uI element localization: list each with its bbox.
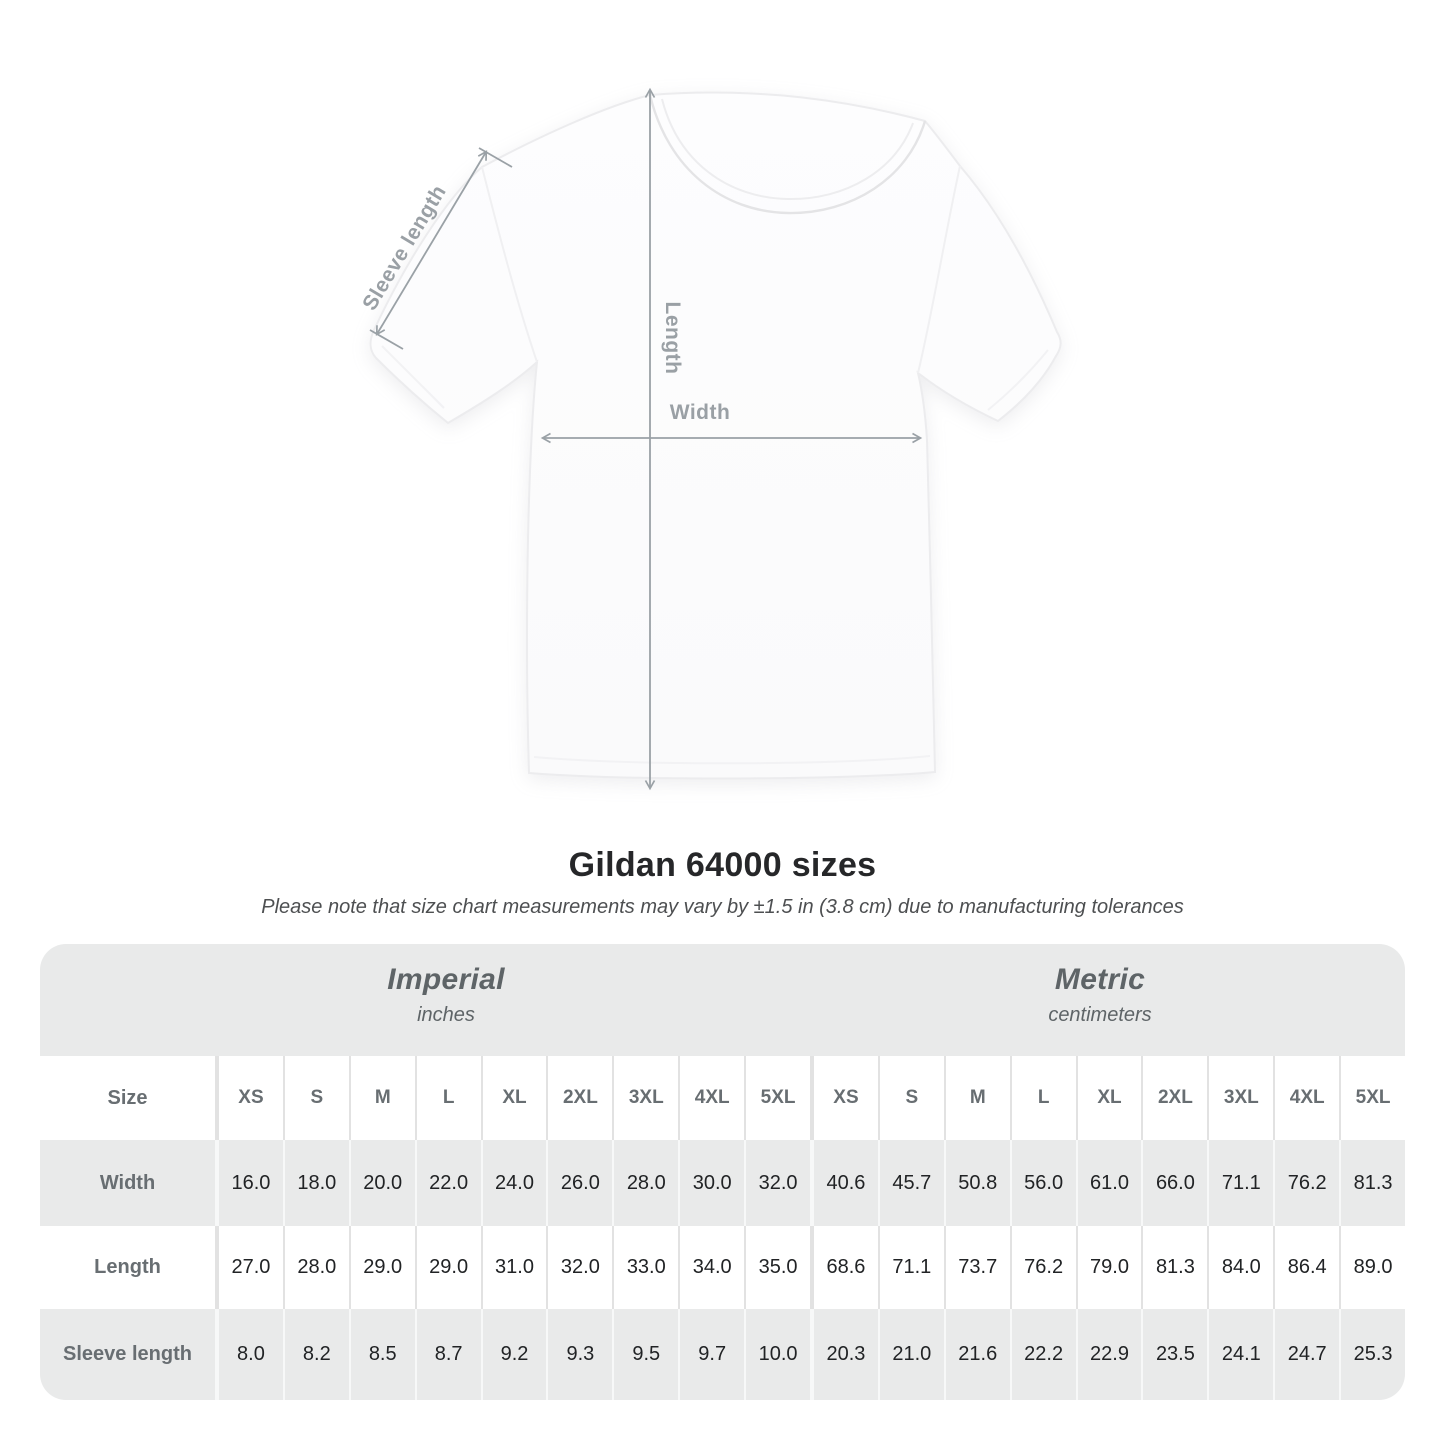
value-cell: 66.0 [1141, 1140, 1207, 1226]
tolerance-note: Please note that size chart measurements… [261, 896, 1184, 918]
size-header-cell: Size [107, 1086, 148, 1109]
value-cell: 86.4 [1273, 1226, 1339, 1309]
size-column-header: M [943, 1056, 1010, 1140]
size-column-header: XL [480, 1056, 547, 1140]
value-cell: 9.2 [480, 1309, 547, 1400]
size-column-header: L [1009, 1056, 1076, 1140]
value-cell: 71.1 [1207, 1140, 1273, 1226]
size-column-header: M [348, 1056, 415, 1140]
value-cell: 84.0 [1207, 1226, 1273, 1309]
value-cell: 24.7 [1273, 1309, 1339, 1400]
value-cell: 18.0 [282, 1140, 349, 1226]
value-cell: 32.0 [744, 1140, 810, 1226]
row-label: Length [94, 1256, 161, 1278]
size-column-header: XS [810, 1056, 878, 1140]
value-cell: 8.2 [282, 1309, 349, 1400]
value-cell: 24.0 [480, 1140, 547, 1226]
value-cell: 34.0 [678, 1226, 744, 1309]
value-cell: 56.0 [1009, 1140, 1076, 1226]
tshirt-diagram: Sleeve length Length Width [358, 87, 1062, 791]
sleeve-seams [381, 165, 1049, 765]
table-row-length: Length 27.0 28.0 29.0 29.0 31.0 32.0 33.0 34.0 3… [40, 1226, 1405, 1309]
value-cell: 9.3 [546, 1309, 612, 1400]
metric-header: Metric centimeters [1048, 963, 1151, 1027]
size-column-header: 4XL [678, 1056, 744, 1140]
value-cell: 20.3 [810, 1309, 878, 1400]
value-cell: 76.2 [1273, 1140, 1339, 1226]
value-cell: 8.5 [348, 1309, 415, 1400]
value-cell: 21.6 [943, 1309, 1010, 1400]
size-column-header: XL [1075, 1056, 1142, 1140]
size-column-header: S [282, 1056, 349, 1140]
value-cell: 81.3 [1141, 1226, 1207, 1309]
units-header-band: Imperial inches Metric centimeters [40, 944, 1405, 1056]
value-cell: 29.0 [414, 1226, 481, 1309]
length-label: Length [661, 301, 684, 375]
value-cell: 16.0 [215, 1140, 283, 1226]
size-column-header: 3XL [612, 1056, 678, 1140]
value-cell: 61.0 [1075, 1140, 1142, 1226]
value-cell: 29.0 [348, 1226, 415, 1309]
value-cell: 8.0 [215, 1309, 283, 1400]
value-cell: 26.0 [546, 1140, 612, 1226]
width-label: Width [669, 401, 731, 424]
value-cell: 30.0 [678, 1140, 744, 1226]
size-column-header: 2XL [1141, 1056, 1207, 1140]
imperial-header: Imperial inches [387, 963, 504, 1027]
value-cell: 76.2 [1009, 1226, 1076, 1309]
value-cell: 9.7 [678, 1309, 744, 1400]
value-cell: 8.7 [414, 1309, 481, 1400]
value-cell: 32.0 [546, 1226, 612, 1309]
value-cell: 22.9 [1075, 1309, 1142, 1400]
size-column-header: 4XL [1273, 1056, 1339, 1140]
value-cell: 22.2 [1009, 1309, 1076, 1400]
value-cell: 73.7 [943, 1226, 1010, 1309]
size-column-header: XS [215, 1056, 283, 1140]
value-cell: 9.5 [612, 1309, 678, 1400]
size-column-header: S [877, 1056, 944, 1140]
page-title: Gildan 64000 sizes [568, 846, 877, 884]
value-cell: 28.0 [612, 1140, 678, 1226]
value-cell: 23.5 [1141, 1309, 1207, 1400]
value-cell: 81.3 [1339, 1140, 1405, 1226]
value-cell: 21.0 [877, 1309, 944, 1400]
value-cell: 20.0 [348, 1140, 415, 1226]
value-cell: 31.0 [480, 1226, 547, 1309]
value-cell: 28.0 [282, 1226, 349, 1309]
tshirt-silhouette [369, 91, 1062, 780]
value-cell: 79.0 [1075, 1226, 1142, 1309]
row-label: Width [99, 1171, 156, 1194]
value-cell: 27.0 [215, 1226, 283, 1309]
size-column-header: 2XL [546, 1056, 612, 1140]
size-column-header: 5XL [744, 1056, 810, 1140]
size-table: Imperial inches Metric centimeters Size … [40, 944, 1405, 1400]
value-cell: 22.0 [414, 1140, 481, 1226]
value-cell: 45.7 [877, 1140, 944, 1226]
size-column-header: 3XL [1207, 1056, 1273, 1140]
sleeve-length-arrow [369, 147, 513, 350]
imperial-title: Imperial [387, 963, 505, 996]
metric-subtitle: centimeters [1048, 1004, 1152, 1026]
size-column-header: L [414, 1056, 481, 1140]
value-cell: 89.0 [1339, 1226, 1405, 1309]
value-cell: 35.0 [744, 1226, 810, 1309]
value-cell: 40.6 [810, 1140, 878, 1226]
size-column-header: 5XL [1339, 1056, 1405, 1140]
value-cell: 33.0 [612, 1226, 678, 1309]
size-header-row: Size XS S M L XL 2XL 3XL 4XL 5XL XS S M L XL 2XL 3XL 4X… [40, 1056, 1405, 1140]
metric-title: Metric [1054, 963, 1146, 996]
value-cell: 71.1 [877, 1226, 944, 1309]
tshirt-image [369, 87, 1062, 791]
value-cell: 50.8 [943, 1140, 1010, 1226]
table-row-width: Width 16.0 18.0 20.0 22.0 24.0 26.0 28.0 30.0 32… [40, 1140, 1405, 1226]
table-row-sleeve-length: Sleeve length 8.0 8.2 8.5 8.7 9.2 9.3 9.5 9.7 10… [40, 1309, 1405, 1400]
imperial-subtitle: inches [417, 1004, 475, 1026]
row-label: Sleeve length [63, 1343, 192, 1365]
value-cell: 24.1 [1207, 1309, 1273, 1400]
value-cell: 25.3 [1339, 1309, 1405, 1400]
value-cell: 68.6 [810, 1226, 878, 1309]
collar [648, 94, 927, 215]
value-cell: 10.0 [744, 1309, 810, 1400]
